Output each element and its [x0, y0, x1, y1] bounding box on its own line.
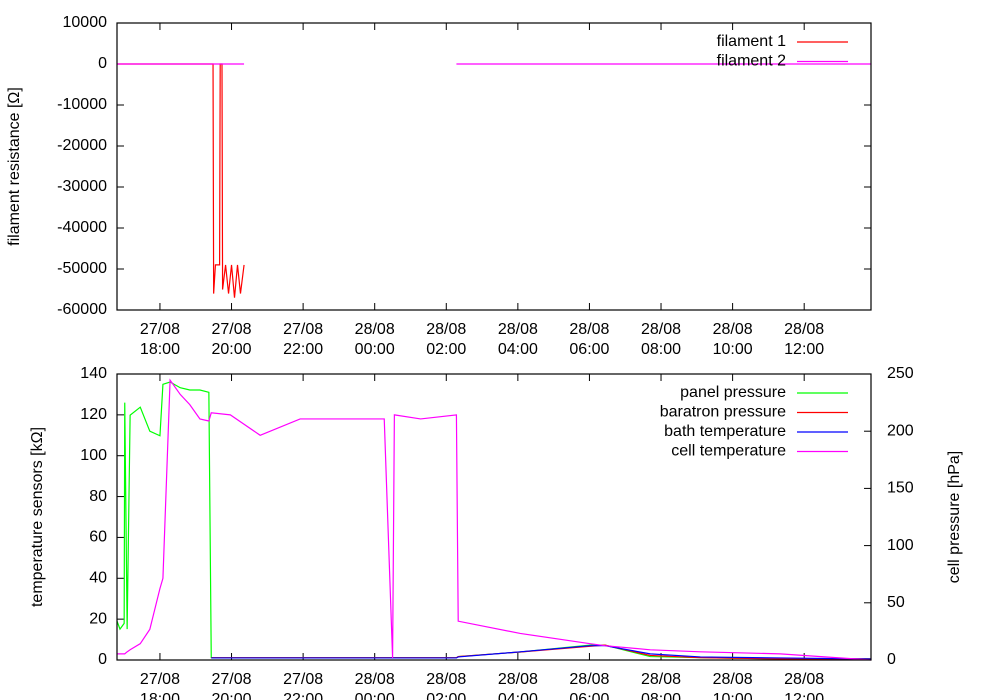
legend-label: bath temperature: [664, 423, 786, 440]
x-tick-label: 28/08 12:00: [784, 321, 824, 358]
y-tick-label: -30000: [57, 178, 107, 195]
y-axis-label: filament resistance [Ω]: [6, 87, 23, 246]
x-tick-label: 28/08 08:00: [641, 671, 681, 700]
y-tick-label: 60: [89, 529, 107, 546]
legend-label: filament 1: [717, 33, 786, 50]
x-tick-label: 27/08 20:00: [212, 671, 252, 700]
y-tick-label: 100: [80, 447, 107, 464]
y2-tick-label: 100: [887, 537, 914, 554]
x-tick-label: 27/08 22:00: [283, 321, 323, 358]
y-tick-label: 80: [89, 488, 107, 505]
y-tick-label: -50000: [57, 260, 107, 277]
legend-label: panel pressure: [680, 384, 786, 401]
plot-frame: [116, 22, 872, 311]
x-tick-label: 28/08 02:00: [426, 321, 466, 358]
x-tick-label: 28/08 04:00: [498, 321, 538, 358]
y-tick-label: 120: [80, 406, 107, 423]
x-tick-label: 27/08 20:00: [212, 321, 252, 358]
legend-label: filament 2: [717, 53, 786, 70]
x-tick-label: 28/08 00:00: [355, 321, 395, 358]
x-tick-label: 28/08 10:00: [713, 671, 753, 700]
x-tick-label: 28/08 04:00: [498, 671, 538, 700]
y-tick-label: -40000: [57, 219, 107, 236]
x-tick-label: 28/08 08:00: [641, 321, 681, 358]
y-tick-label: 0: [98, 651, 107, 668]
y-tick-label: 20: [89, 610, 107, 627]
y2-tick-label: 50: [887, 594, 905, 611]
series-line: [117, 63, 245, 298]
y-tick-label: 140: [80, 365, 107, 382]
y2-tick-label: 150: [887, 480, 914, 497]
y-tick-label: -60000: [57, 301, 107, 318]
series-line: [117, 378, 872, 661]
x-tick-label: 28/08 02:00: [426, 671, 466, 700]
x-tick-label: 27/08 18:00: [140, 321, 180, 358]
x-tick-label: 28/08 06:00: [569, 321, 609, 358]
x-tick-label: 27/08 18:00: [140, 671, 180, 700]
x-tick-label: 28/08 10:00: [713, 321, 753, 358]
x-tick-label: 27/08 22:00: [283, 671, 323, 700]
y-tick-label: 10000: [63, 14, 108, 31]
y2-axis-label: cell pressure [hPa]: [946, 451, 963, 584]
y-tick-label: -10000: [57, 96, 107, 113]
y-axis-label: temperature sensors [kΩ]: [29, 427, 46, 607]
y-tick-label: -20000: [57, 137, 107, 154]
series-line: [211, 644, 871, 660]
y2-tick-label: 200: [887, 422, 914, 439]
legend-label: baratron pressure: [660, 404, 786, 421]
x-tick-label: 28/08 12:00: [784, 671, 824, 700]
legend-label: cell temperature: [671, 443, 786, 460]
y-tick-label: 0: [98, 55, 107, 72]
y-tick-label: 40: [89, 570, 107, 587]
x-tick-label: 28/08 00:00: [355, 671, 395, 700]
series-line: [211, 645, 872, 660]
y2-tick-label: 0: [887, 651, 896, 668]
plot-frame: [116, 373, 872, 661]
y2-tick-label: 250: [887, 365, 914, 382]
x-tick-label: 28/08 06:00: [569, 671, 609, 700]
